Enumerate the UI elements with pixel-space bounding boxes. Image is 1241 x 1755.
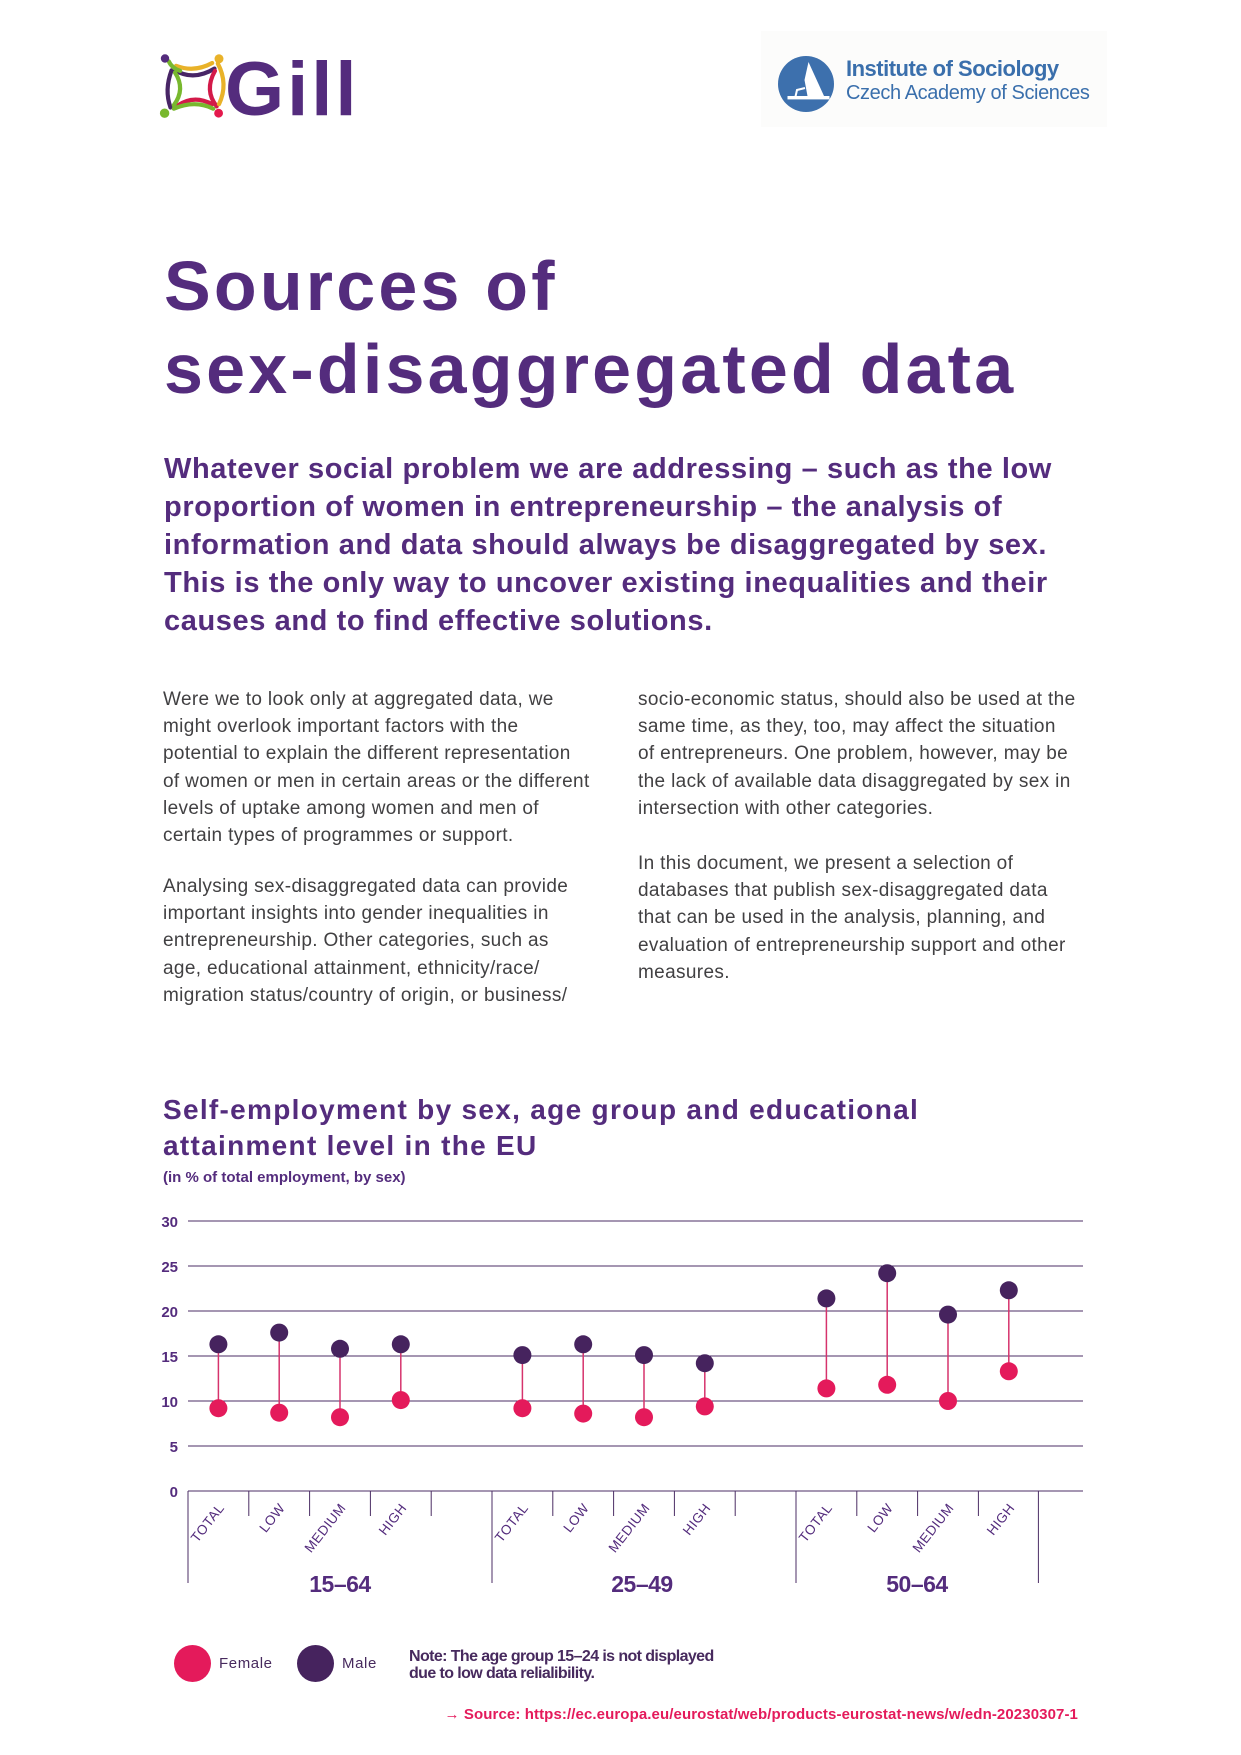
svg-text:TOTAL: TOTAL: [492, 1501, 531, 1546]
svg-text:LOW: LOW: [864, 1501, 896, 1536]
svg-text:10: 10: [161, 1394, 178, 1411]
svg-text:HIGH: HIGH: [376, 1501, 410, 1538]
svg-text:15–64: 15–64: [309, 1571, 371, 1597]
svg-text:MEDIUM: MEDIUM: [909, 1501, 956, 1556]
svg-text:TOTAL: TOTAL: [188, 1501, 227, 1546]
svg-text:20: 20: [161, 1304, 178, 1321]
svg-text:HIGH: HIGH: [680, 1501, 714, 1538]
svg-text:15: 15: [161, 1349, 178, 1366]
svg-text:TOTAL: TOTAL: [796, 1501, 835, 1546]
svg-text:25–49: 25–49: [611, 1571, 672, 1597]
svg-text:25: 25: [161, 1259, 178, 1276]
svg-text:MEDIUM: MEDIUM: [605, 1501, 652, 1556]
svg-text:LOW: LOW: [560, 1501, 592, 1536]
svg-text:HIGH: HIGH: [984, 1501, 1018, 1538]
svg-text:50–64: 50–64: [886, 1571, 948, 1597]
svg-text:MEDIUM: MEDIUM: [301, 1501, 348, 1556]
svg-text:LOW: LOW: [256, 1501, 288, 1536]
svg-text:0: 0: [170, 1484, 178, 1501]
svg-text:30: 30: [161, 1214, 178, 1231]
svg-text:5: 5: [170, 1439, 178, 1456]
